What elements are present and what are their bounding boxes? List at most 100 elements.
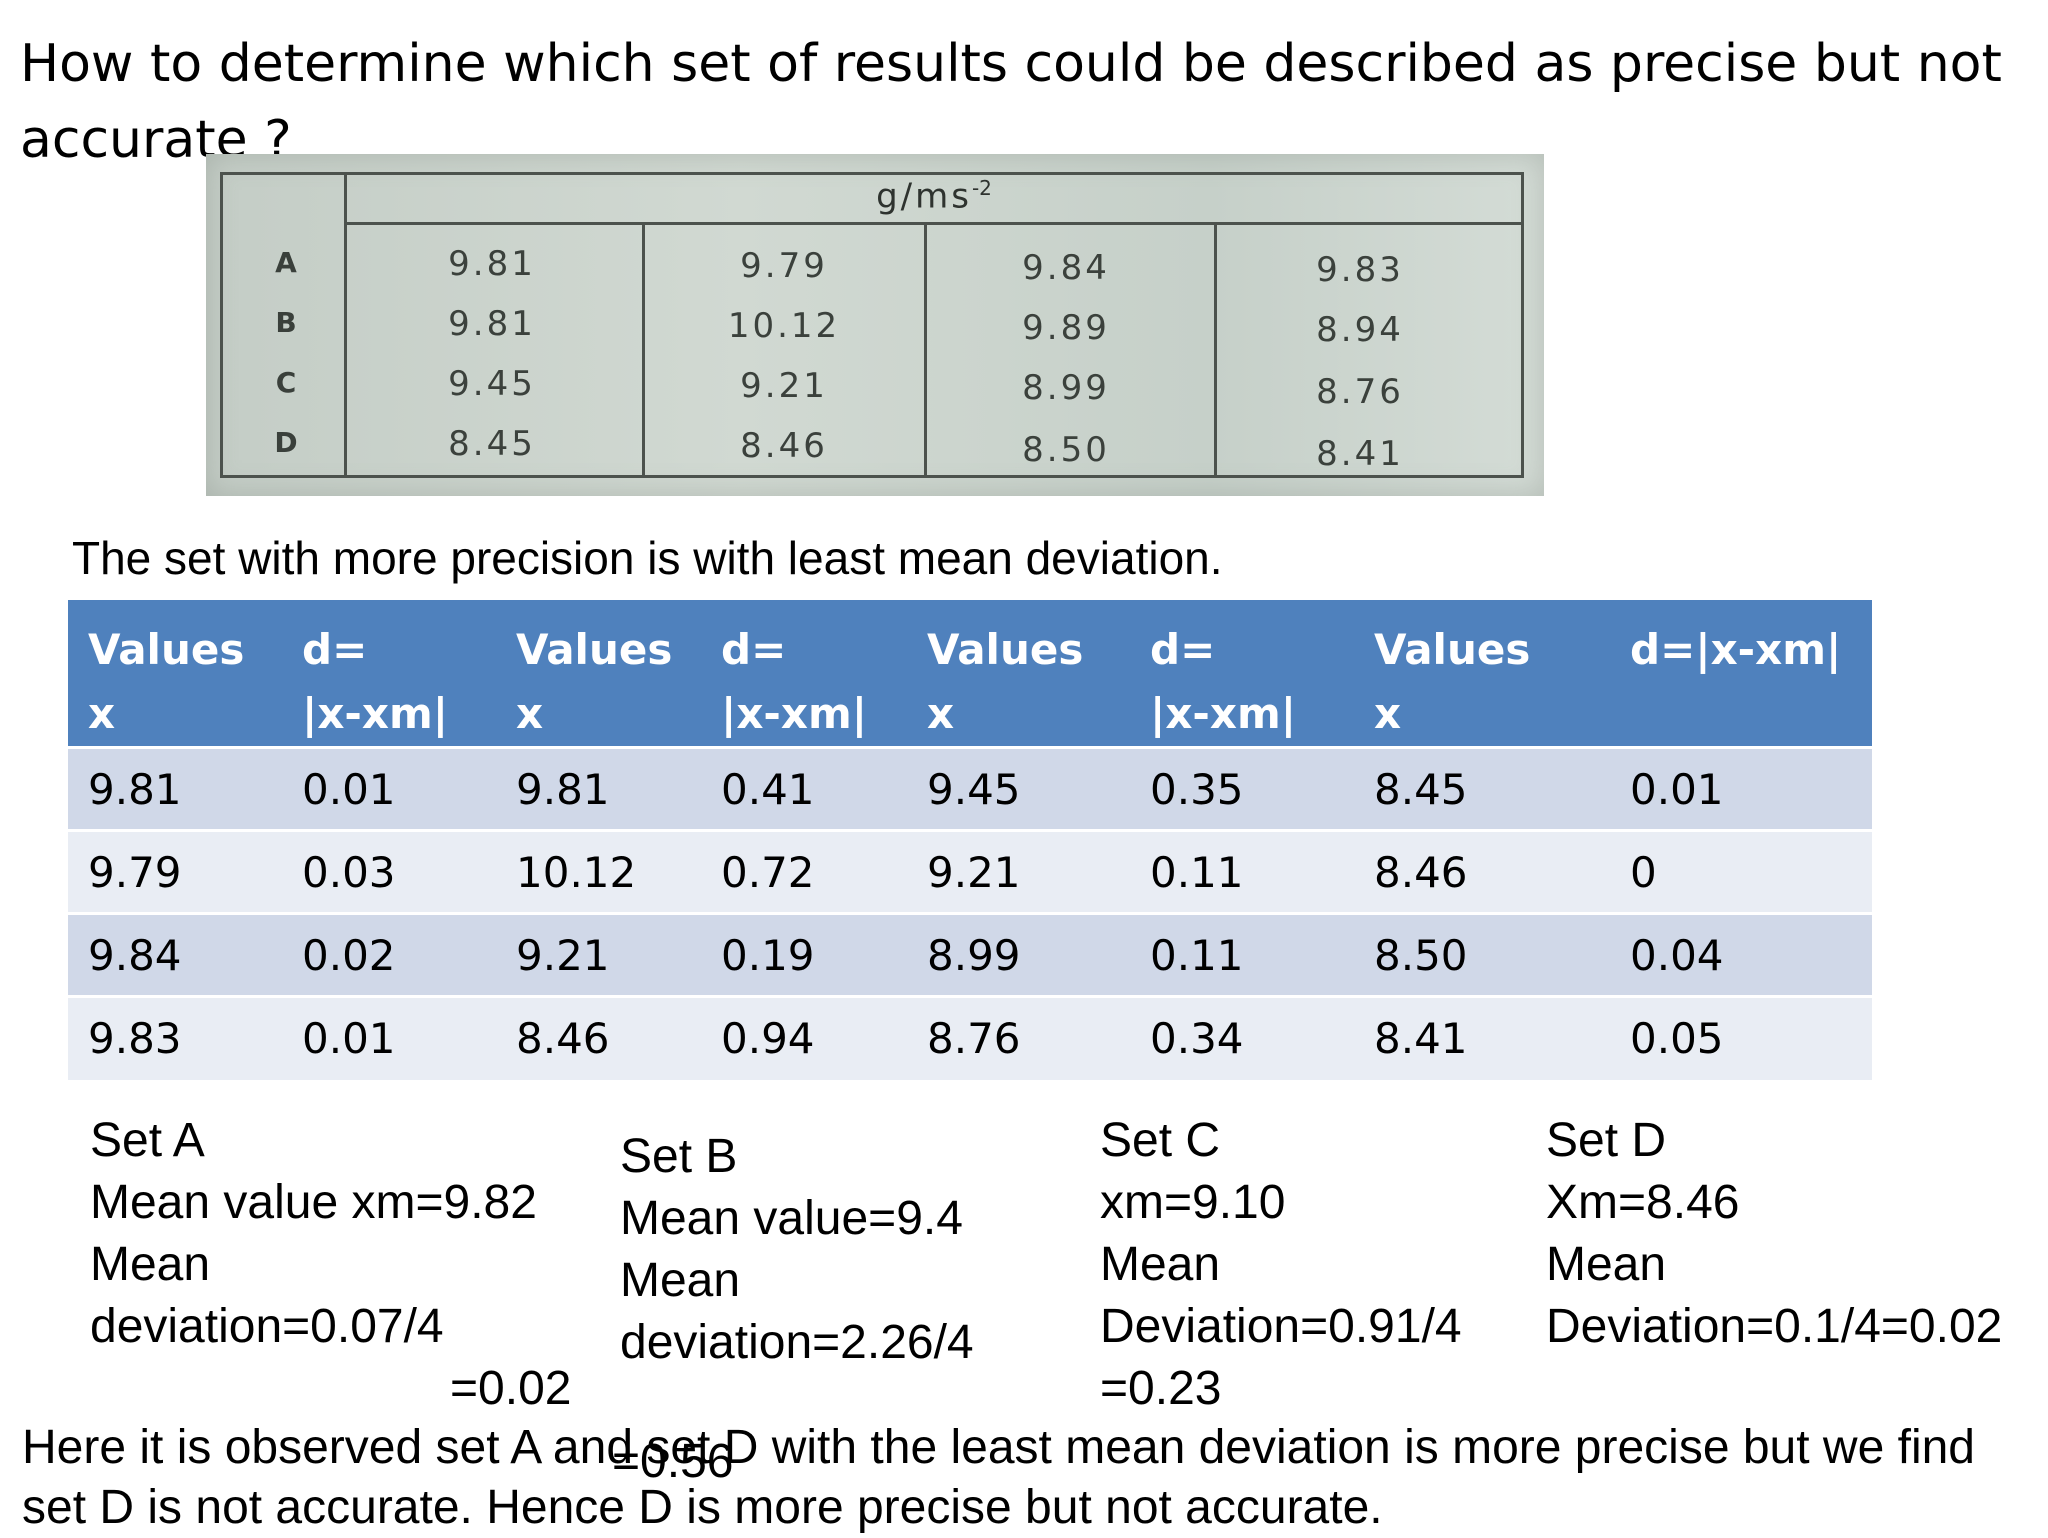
photo-cell: 9.81 bbox=[448, 244, 536, 284]
photo-cell: 8.99 bbox=[1022, 368, 1110, 408]
table-row: 9.81 0.01 9.81 0.41 9.45 0.35 8.45 0.01 bbox=[68, 746, 1872, 831]
table-cell: 8.45 bbox=[1354, 746, 1610, 831]
photo-cell: 9.45 bbox=[448, 364, 536, 404]
header-cell: Values x bbox=[1354, 600, 1610, 748]
table-cell: 0.11 bbox=[1130, 912, 1354, 997]
table-cell: 8.46 bbox=[496, 995, 701, 1080]
table-cell: 0.03 bbox=[282, 829, 496, 914]
set-c-title: Set C bbox=[1100, 1114, 1221, 1167]
set-d-summary: Set D Xm=8.46 Mean Deviation=0.1/4=0.02 bbox=[1546, 1110, 2002, 1358]
set-c-deviation-result: =0.23 bbox=[1100, 1362, 1222, 1415]
table-cell: 0.01 bbox=[1610, 746, 1872, 831]
table-cell: 0.05 bbox=[1610, 995, 1872, 1080]
table-cell: 0.02 bbox=[282, 912, 496, 997]
photo-cell: 8.46 bbox=[740, 426, 828, 466]
textbook-table-photo: g/ms-2 A B C D 9.81 9.79 9.84 9.83 9.81 … bbox=[206, 154, 1544, 496]
table-cell: 9.84 bbox=[68, 912, 282, 997]
photo-cell: 9.21 bbox=[740, 366, 828, 406]
photo-row-label: B bbox=[275, 306, 297, 339]
photo-cell: 8.45 bbox=[448, 424, 536, 464]
table-cell: 8.50 bbox=[1354, 912, 1610, 997]
set-b-title: Set B bbox=[620, 1130, 738, 1183]
set-b-mean: Mean value=9.4 bbox=[620, 1192, 963, 1245]
photo-cell: 9.81 bbox=[448, 304, 536, 344]
table-cell: 9.45 bbox=[907, 746, 1130, 831]
set-c-summary: Set C xm=9.10 Mean Deviation=0.91/4 =0.2… bbox=[1100, 1110, 1462, 1420]
table-cell: 8.46 bbox=[1354, 829, 1610, 914]
table-cell: 8.99 bbox=[907, 912, 1130, 997]
header-cell: d=|x-xm| bbox=[282, 600, 496, 748]
set-d-deviation-label: Mean bbox=[1546, 1238, 1667, 1291]
set-c-mean: xm=9.10 bbox=[1100, 1176, 1286, 1229]
photo-divider bbox=[344, 172, 347, 478]
photo-cell: 9.89 bbox=[1022, 308, 1110, 348]
table-cell: 0.94 bbox=[701, 995, 907, 1080]
set-a-summary: Set A Mean value xm=9.82 Mean deviation=… bbox=[90, 1110, 571, 1420]
photo-divider bbox=[1214, 222, 1217, 478]
set-c-deviation-label: Mean bbox=[1100, 1238, 1221, 1291]
table-row: 9.83 0.01 8.46 0.94 8.76 0.34 8.41 0.05 bbox=[68, 995, 1872, 1080]
photo-cell: 8.41 bbox=[1316, 434, 1404, 474]
set-b-deviation: deviation=2.26/4 bbox=[620, 1316, 974, 1369]
set-d-deviation: Deviation=0.1/4=0.02 bbox=[1546, 1300, 2003, 1353]
photo-cell: 9.79 bbox=[740, 246, 828, 286]
photo-cell: 9.84 bbox=[1022, 248, 1110, 288]
table-cell: 9.81 bbox=[496, 746, 701, 831]
photo-table-border bbox=[220, 172, 1524, 478]
table-cell: 0.11 bbox=[1130, 829, 1354, 914]
set-b-summary: Set B Mean value=9.4 Mean deviation=2.26… bbox=[620, 1126, 974, 1374]
table-cell: 9.81 bbox=[68, 746, 282, 831]
table-cell: 0 bbox=[1610, 829, 1872, 914]
table-cell: 9.83 bbox=[68, 995, 282, 1080]
set-b-deviation-label: Mean bbox=[620, 1254, 741, 1307]
set-d-mean: Xm=8.46 bbox=[1546, 1176, 1740, 1229]
table-cell: 9.21 bbox=[496, 912, 701, 997]
table-cell: 10.12 bbox=[496, 829, 701, 914]
photo-divider bbox=[924, 222, 927, 478]
table-cell: 9.21 bbox=[907, 829, 1130, 914]
table-cell: 9.79 bbox=[68, 829, 282, 914]
precision-statement: The set with more precision is with leas… bbox=[72, 532, 1223, 584]
table-cell: 0.41 bbox=[701, 746, 907, 831]
set-d-title: Set D bbox=[1546, 1114, 1667, 1167]
set-b-deviation-result: =0.56 bbox=[612, 1435, 734, 1488]
table-row: 9.84 0.02 9.21 0.19 8.99 0.11 8.50 0.04 bbox=[68, 912, 1872, 997]
deviation-table: Values x d= |x-xm| Values x d= |x-xm| Values… bbox=[68, 600, 1872, 1080]
header-cell: Values x bbox=[496, 600, 701, 748]
photo-cell: 8.94 bbox=[1316, 310, 1404, 350]
table-cell: 0.19 bbox=[701, 912, 907, 997]
table-row: 9.79 0.03 10.12 0.72 9.21 0.11 8.46 0 bbox=[68, 829, 1872, 914]
photo-cell: 8.76 bbox=[1316, 372, 1404, 412]
photo-unit-header: g/ms-2 bbox=[876, 176, 992, 217]
table-cell: 0.01 bbox=[282, 995, 496, 1080]
set-a-title: Set A bbox=[90, 1114, 205, 1167]
header-cell: d=|x-xm| bbox=[1610, 600, 1872, 748]
photo-cell: 10.12 bbox=[727, 306, 841, 346]
table-header-row: Values x d= |x-xm| Values x d= |x-xm| Values… bbox=[68, 600, 1872, 748]
table-cell: 0.72 bbox=[701, 829, 907, 914]
question-title: How to determine which set of results co… bbox=[20, 34, 2002, 170]
table-cell: 0.35 bbox=[1130, 746, 1354, 831]
conclusion-text: Here it is observed set A and set D with… bbox=[22, 1421, 1975, 1534]
photo-cell: 8.50 bbox=[1022, 430, 1110, 470]
table-cell: 0.01 bbox=[282, 746, 496, 831]
photo-header-rule bbox=[344, 222, 1524, 225]
table-cell: 8.41 bbox=[1354, 995, 1610, 1080]
table-cell: 0.34 bbox=[1130, 995, 1354, 1080]
header-cell: Values x bbox=[907, 600, 1130, 748]
set-a-deviation: deviation=0.07/4 bbox=[90, 1300, 444, 1353]
photo-row-label: A bbox=[275, 246, 297, 279]
photo-divider bbox=[642, 222, 645, 478]
set-a-deviation-label: Mean bbox=[90, 1238, 211, 1291]
table-cell: 8.76 bbox=[907, 995, 1130, 1080]
photo-row-label: D bbox=[274, 426, 298, 459]
header-cell: d=|x-xm| bbox=[1130, 600, 1354, 748]
header-cell: d=|x-xm| bbox=[701, 600, 907, 748]
set-a-deviation-result: =0.02 bbox=[450, 1362, 572, 1415]
photo-row-label: C bbox=[275, 366, 297, 399]
header-cell: Values x bbox=[68, 600, 282, 748]
table-cell: 0.04 bbox=[1610, 912, 1872, 997]
set-a-mean: Mean value xm=9.82 bbox=[90, 1176, 537, 1229]
photo-cell: 9.83 bbox=[1316, 250, 1404, 290]
set-c-deviation: Deviation=0.91/4 bbox=[1100, 1300, 1462, 1353]
